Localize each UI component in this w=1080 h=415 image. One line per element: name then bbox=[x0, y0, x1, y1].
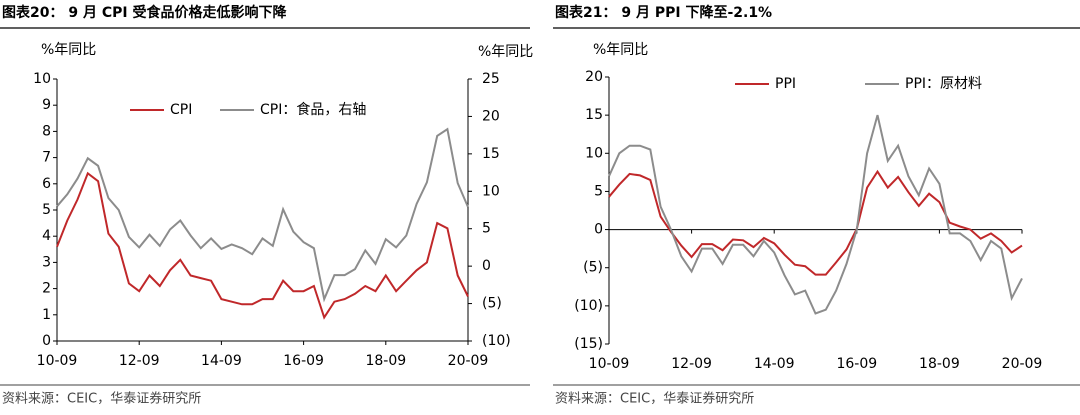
x-tick-label: 16-09 bbox=[836, 356, 877, 372]
series-line bbox=[608, 114, 1023, 315]
y2-tick-label: 10 bbox=[482, 183, 500, 199]
series-line bbox=[608, 169, 1023, 276]
y-tick-label: 15 bbox=[585, 107, 603, 123]
legend-label: PPI：原材料 bbox=[905, 76, 982, 92]
x-tick-label: 10-09 bbox=[37, 353, 78, 369]
series-line bbox=[56, 127, 469, 303]
y-tick-label: (5) bbox=[583, 260, 603, 276]
y-tick-label: 0 bbox=[42, 333, 51, 349]
y2-tick-label: (5) bbox=[482, 296, 502, 312]
x-tick-label: 20-09 bbox=[448, 353, 489, 369]
y2-tick-label: 25 bbox=[482, 71, 500, 87]
y2-axis-label: %年同比 bbox=[478, 44, 533, 60]
y-axis-label: %年同比 bbox=[593, 42, 648, 58]
x-tick-label: 10-09 bbox=[589, 356, 630, 372]
y2-tick-label: 20 bbox=[482, 108, 500, 124]
legend-label: CPI bbox=[170, 102, 192, 118]
y-tick-label: 10 bbox=[585, 145, 603, 161]
series-line bbox=[56, 171, 469, 320]
y-tick-label: 5 bbox=[42, 202, 51, 218]
y-tick-label: 0 bbox=[594, 222, 603, 238]
x-tick-label: 14-09 bbox=[201, 353, 242, 369]
y-tick-label: 1 bbox=[42, 307, 51, 323]
chart-title: 图表20： 9 月 CPI 受食品价格走低影响下降 bbox=[2, 4, 287, 21]
y-tick-label: 9 bbox=[42, 97, 51, 113]
y-tick-label: (15) bbox=[574, 336, 603, 352]
legend-label: CPI：食品，右轴 bbox=[260, 101, 366, 118]
x-tick-label: 16-09 bbox=[283, 353, 324, 369]
source-note: 资料来源：CEIC，华泰证券研究所 bbox=[555, 391, 754, 407]
y2-tick-label: 0 bbox=[482, 258, 491, 274]
y-tick-label: 8 bbox=[42, 123, 51, 139]
legend-label: PPI bbox=[775, 76, 796, 92]
y-tick-label: 20 bbox=[585, 69, 603, 85]
y2-tick-label: 15 bbox=[482, 146, 500, 162]
y-axis-label: %年同比 bbox=[41, 42, 96, 58]
x-tick-label: 14-09 bbox=[754, 356, 795, 372]
y2-tick-label: (10) bbox=[482, 333, 511, 349]
y-tick-label: 6 bbox=[42, 176, 51, 192]
x-tick-label: 20-09 bbox=[1002, 356, 1043, 372]
y-tick-label: 5 bbox=[594, 183, 603, 199]
y-tick-label: 3 bbox=[42, 254, 51, 270]
y-tick-label: 4 bbox=[42, 228, 51, 244]
y-tick-label: 2 bbox=[42, 281, 51, 297]
x-tick-label: 12-09 bbox=[671, 356, 712, 372]
chart-title: 图表21： 9 月 PPI 下降至-2.1% bbox=[555, 4, 772, 21]
y-tick-label: (10) bbox=[574, 298, 603, 314]
x-tick-label: 12-09 bbox=[119, 353, 160, 369]
y-tick-label: 10 bbox=[33, 71, 51, 87]
y2-tick-label: 5 bbox=[482, 221, 491, 237]
x-tick-label: 18-09 bbox=[365, 353, 406, 369]
y-tick-label: 7 bbox=[42, 150, 51, 166]
source-note: 资料来源：CEIC，华泰证券研究所 bbox=[2, 391, 201, 407]
x-tick-label: 18-09 bbox=[919, 356, 960, 372]
